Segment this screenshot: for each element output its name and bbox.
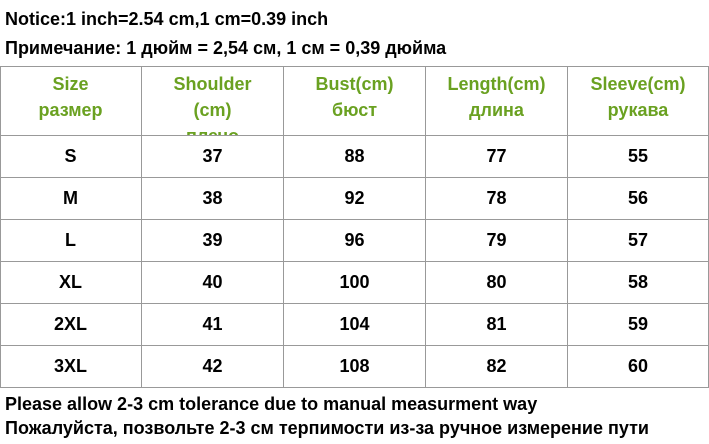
header-text: Sleeve(cm) [590, 74, 686, 94]
header-text: Shoulder [173, 74, 252, 94]
header-text: Bust(cm) [315, 74, 394, 94]
footer-line: Пожалуйста, позвольте 2-3 см терпимости … [5, 418, 649, 438]
table-cell: 37 [142, 136, 284, 178]
table-cell: 81 [426, 304, 568, 346]
table-cell: 58 [568, 262, 709, 304]
table-cell: 60 [568, 346, 709, 388]
table-cell: M [0, 178, 142, 220]
header-text: (cm) [193, 100, 232, 120]
notice-line: Notice:1 inch=2.54 cm,1 cm=0.39 inch [5, 9, 329, 29]
table-cell: XL [0, 262, 142, 304]
table-cell: 108 [284, 346, 426, 388]
table-cell: 40 [142, 262, 284, 304]
header-text: размер [38, 100, 103, 120]
header-cell: Size размер [0, 67, 142, 136]
table-cell: 79 [426, 220, 568, 262]
header-cell: Bust(cm) бюст [284, 67, 426, 136]
header-text: Length(cm) [447, 74, 546, 94]
notice-line: Примечание: 1 дюйм = 2,54 см, 1 см = 0,3… [5, 38, 447, 58]
table-cell: 78 [426, 178, 568, 220]
table-cell: L [0, 220, 142, 262]
table-cell: 2XL [0, 304, 142, 346]
header-cell: Length(cm) длина [426, 67, 568, 136]
table-cell: 80 [426, 262, 568, 304]
header-text: плечо [185, 126, 240, 136]
table-cell: 100 [284, 262, 426, 304]
table-cell: 3XL [0, 346, 142, 388]
header-cell: Shoulder (cm) плечо [142, 67, 284, 136]
table-cell: 38 [142, 178, 284, 220]
header-text: Size [52, 74, 89, 94]
header-text: длина [469, 100, 524, 120]
table-cell: 82 [426, 346, 568, 388]
table-cell: 56 [568, 178, 709, 220]
header-text: бюст [331, 100, 378, 120]
table-cell: 39 [142, 220, 284, 262]
table-cell: 41 [142, 304, 284, 346]
table-cell: 92 [284, 178, 426, 220]
table-cell: 104 [284, 304, 426, 346]
header-cell: Sleeve(cm) рукава [568, 67, 709, 136]
header-text: рукава [607, 100, 669, 120]
table-cell: 96 [284, 220, 426, 262]
table-cell: S [0, 136, 142, 178]
table-cell: 77 [426, 136, 568, 178]
table-top-border [0, 66, 709, 67]
table-left-border [0, 66, 1, 388]
table-cell: 55 [568, 136, 709, 178]
table-cell: 57 [568, 220, 709, 262]
table-cell: 88 [284, 136, 426, 178]
table-cell: 42 [142, 346, 284, 388]
table-cell: 59 [568, 304, 709, 346]
footer-line: Please allow 2-3 cm tolerance due to man… [5, 394, 538, 414]
